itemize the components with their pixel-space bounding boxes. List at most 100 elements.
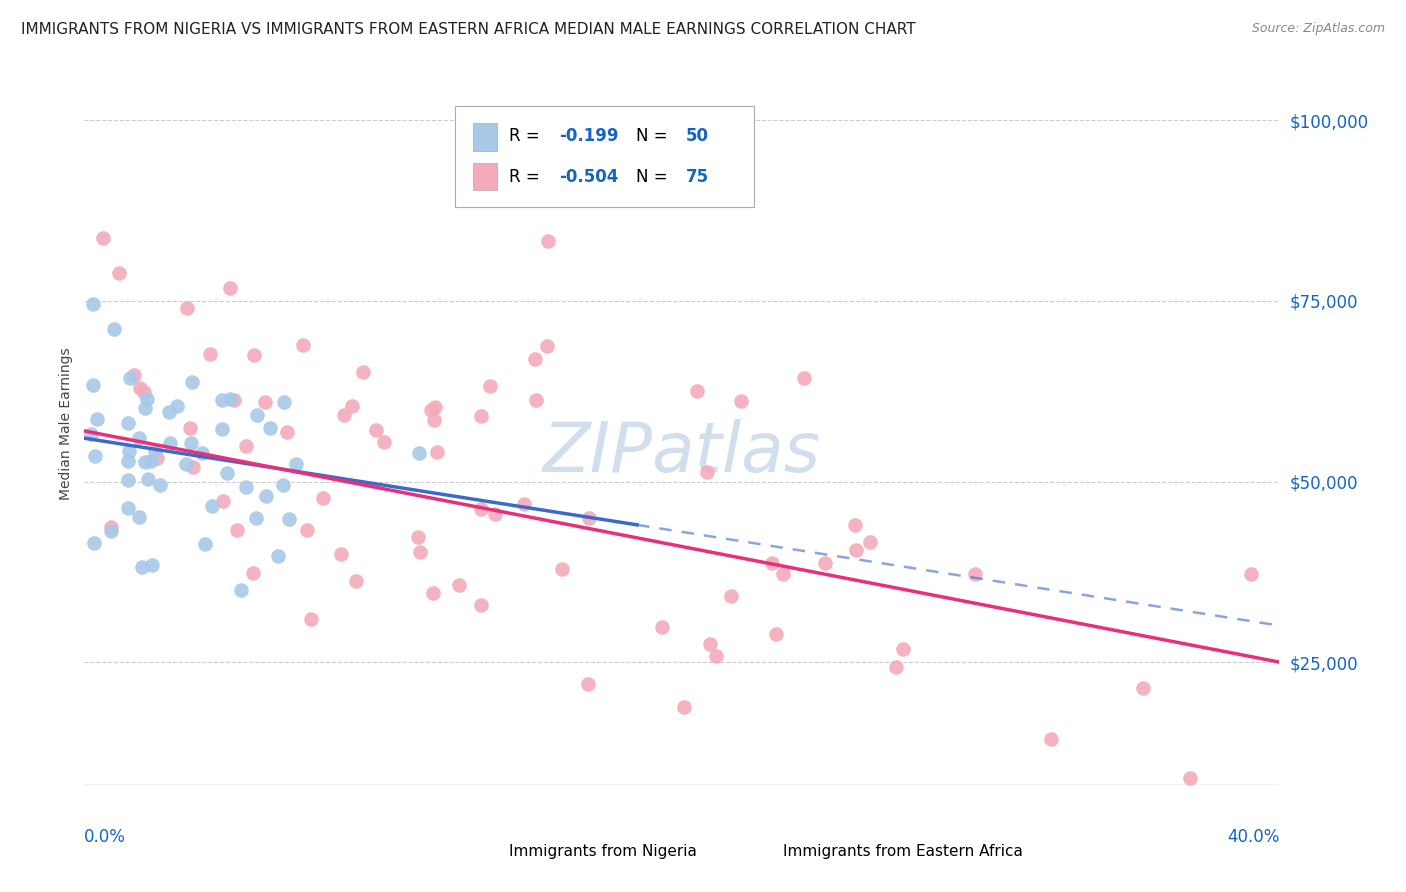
Point bbox=[254, 489, 277, 503]
Point bbox=[893, 642, 915, 657]
Point bbox=[128, 431, 150, 445]
Point bbox=[179, 420, 201, 434]
Point bbox=[117, 501, 139, 516]
Point bbox=[226, 523, 249, 537]
Text: Immigrants from Nigeria: Immigrants from Nigeria bbox=[509, 844, 696, 859]
Point bbox=[117, 416, 139, 430]
Point bbox=[84, 450, 107, 464]
Point bbox=[198, 347, 221, 361]
Point bbox=[271, 478, 294, 492]
Point bbox=[134, 384, 156, 399]
Point bbox=[86, 412, 108, 426]
Point bbox=[242, 566, 264, 581]
Text: -0.199: -0.199 bbox=[558, 128, 619, 145]
Point bbox=[1039, 731, 1062, 746]
Point bbox=[344, 574, 367, 588]
Point bbox=[536, 234, 558, 248]
Point bbox=[761, 557, 783, 571]
Point bbox=[699, 637, 721, 651]
Point bbox=[159, 435, 181, 450]
Point bbox=[215, 466, 238, 480]
Point bbox=[146, 450, 169, 465]
Point bbox=[814, 556, 837, 570]
Point bbox=[131, 559, 153, 574]
Text: IMMIGRANTS FROM NIGERIA VS IMMIGRANTS FROM EASTERN AFRICA MEDIAN MALE EARNINGS C: IMMIGRANTS FROM NIGERIA VS IMMIGRANTS FR… bbox=[21, 22, 915, 37]
Text: -0.504: -0.504 bbox=[558, 168, 619, 186]
Point bbox=[730, 394, 752, 409]
Point bbox=[211, 494, 233, 508]
Point bbox=[259, 421, 281, 435]
Point bbox=[176, 301, 198, 316]
Point bbox=[408, 531, 430, 545]
Point bbox=[100, 520, 122, 534]
Point bbox=[845, 542, 868, 557]
Point bbox=[83, 536, 105, 550]
Point bbox=[128, 509, 150, 524]
Point bbox=[651, 620, 673, 634]
Point bbox=[245, 408, 267, 422]
Point bbox=[219, 392, 242, 407]
Point bbox=[201, 499, 224, 513]
Point bbox=[299, 612, 322, 626]
Point bbox=[576, 676, 599, 690]
Point bbox=[180, 375, 202, 389]
Point bbox=[143, 443, 166, 458]
Point bbox=[425, 400, 447, 414]
Bar bbox=[467, 837, 496, 866]
Text: 50: 50 bbox=[686, 128, 709, 145]
Point bbox=[211, 392, 233, 407]
Point bbox=[211, 422, 233, 436]
Bar bbox=[742, 837, 772, 866]
Point bbox=[273, 395, 295, 409]
Point bbox=[141, 454, 163, 468]
Point bbox=[224, 392, 246, 407]
Text: R =: R = bbox=[509, 128, 544, 145]
Point bbox=[550, 562, 572, 576]
Point bbox=[245, 510, 267, 524]
Point bbox=[134, 455, 156, 469]
Point bbox=[117, 454, 139, 468]
Point bbox=[423, 413, 446, 427]
Point bbox=[194, 537, 217, 551]
Point bbox=[267, 549, 290, 563]
Point bbox=[859, 534, 882, 549]
Point bbox=[470, 502, 492, 516]
Point bbox=[536, 339, 558, 353]
Point bbox=[253, 395, 276, 409]
Point bbox=[100, 524, 122, 538]
Point bbox=[965, 566, 987, 581]
Point bbox=[524, 352, 547, 367]
Point bbox=[312, 491, 335, 505]
Point bbox=[107, 266, 129, 280]
Text: N =: N = bbox=[637, 128, 673, 145]
Point bbox=[524, 392, 547, 407]
Text: Immigrants from Eastern Africa: Immigrants from Eastern Africa bbox=[783, 844, 1024, 859]
Point bbox=[720, 590, 742, 604]
Point bbox=[82, 297, 104, 311]
Point bbox=[1132, 681, 1154, 695]
Point bbox=[291, 338, 314, 352]
Text: N =: N = bbox=[637, 168, 673, 186]
Point bbox=[235, 439, 257, 453]
Point bbox=[1178, 771, 1201, 785]
Point bbox=[340, 399, 363, 413]
Point bbox=[470, 598, 492, 612]
Point bbox=[103, 322, 125, 336]
Bar bbox=[472, 163, 496, 190]
Point bbox=[408, 446, 430, 460]
Text: ZIPatlas: ZIPatlas bbox=[543, 419, 821, 486]
Point bbox=[276, 425, 298, 440]
Point bbox=[235, 480, 257, 494]
Point bbox=[243, 348, 266, 362]
Point bbox=[117, 473, 139, 487]
Point bbox=[512, 497, 534, 511]
Point bbox=[118, 443, 141, 458]
Point bbox=[82, 378, 104, 392]
Point bbox=[470, 409, 492, 423]
Point bbox=[422, 586, 444, 600]
Point bbox=[278, 512, 301, 526]
Point bbox=[136, 472, 159, 486]
Point bbox=[578, 511, 600, 525]
Point bbox=[419, 402, 441, 417]
Point bbox=[792, 371, 814, 385]
